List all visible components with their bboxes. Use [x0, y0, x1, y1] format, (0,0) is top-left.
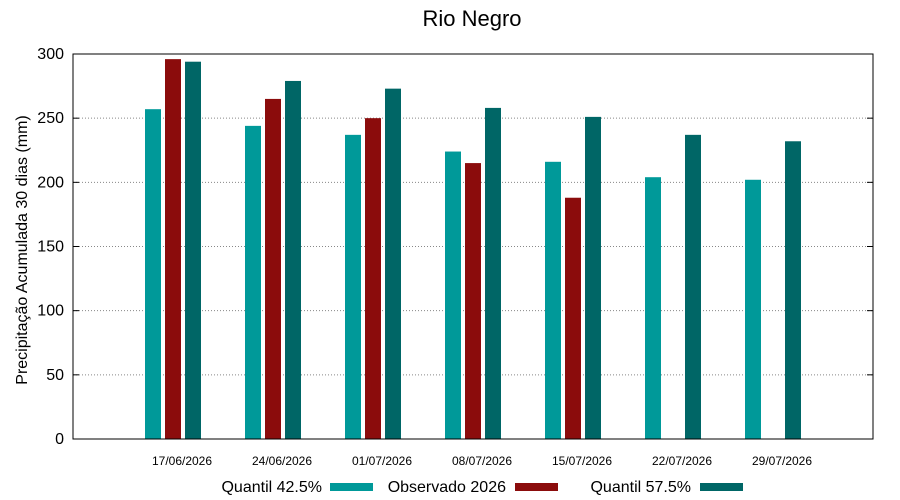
- x-tick-label: 15/07/2026: [552, 454, 612, 468]
- bar: [785, 141, 801, 439]
- bar: [445, 151, 461, 440]
- bar: [185, 61, 201, 439]
- bar: [485, 107, 501, 440]
- bar: [745, 179, 761, 439]
- x-tick-label: 17/06/2026: [152, 454, 212, 468]
- x-tick-label: 22/07/2026: [652, 454, 712, 468]
- bar: [385, 88, 401, 440]
- legend-swatch: [515, 483, 558, 491]
- y-tick-label: 0: [55, 431, 64, 448]
- x-tick-label: 01/07/2026: [352, 454, 412, 468]
- bar: [645, 177, 661, 439]
- legend-label: Observado 2026: [388, 479, 506, 496]
- legend-swatch: [330, 483, 373, 491]
- bar: [465, 163, 481, 440]
- y-tick-label: 100: [37, 303, 64, 320]
- y-tick-label: 50: [46, 367, 64, 384]
- x-tick-label: 29/07/2026: [752, 454, 812, 468]
- bar: [245, 125, 261, 439]
- bar: [345, 134, 361, 439]
- x-tick-label: 08/07/2026: [452, 454, 512, 468]
- bar: [285, 80, 301, 439]
- y-tick-label: 250: [37, 110, 64, 127]
- legend-label: Quantil 42.5%: [221, 479, 322, 496]
- bar: [365, 118, 381, 440]
- bar: [545, 161, 561, 440]
- y-axis-label: Precipitação Acumulada 30 dias (mm): [14, 115, 31, 384]
- legend-swatch: [700, 483, 743, 491]
- bar: [145, 109, 161, 439]
- bar: [585, 116, 601, 439]
- y-tick-label: 150: [37, 239, 64, 256]
- chart-title: Rio Negro: [422, 6, 521, 31]
- bar: [565, 197, 581, 439]
- x-tick-label: 24/06/2026: [252, 454, 312, 468]
- y-ticks: 0 50 100 150 200 250 300: [37, 46, 873, 448]
- legend: Quantil 42.5% Observado 2026 Quantil 57.5%: [221, 479, 743, 496]
- y-tick-label: 300: [37, 46, 64, 63]
- bar: [265, 98, 281, 440]
- bars: [145, 59, 801, 440]
- x-ticks: 17/06/2026 24/06/2026 01/07/2026 08/07/2026…: [152, 454, 812, 468]
- legend-label: Quantil 57.5%: [590, 479, 691, 496]
- y-tick-label: 200: [37, 174, 64, 191]
- bar: [685, 134, 701, 439]
- bar: [165, 59, 181, 440]
